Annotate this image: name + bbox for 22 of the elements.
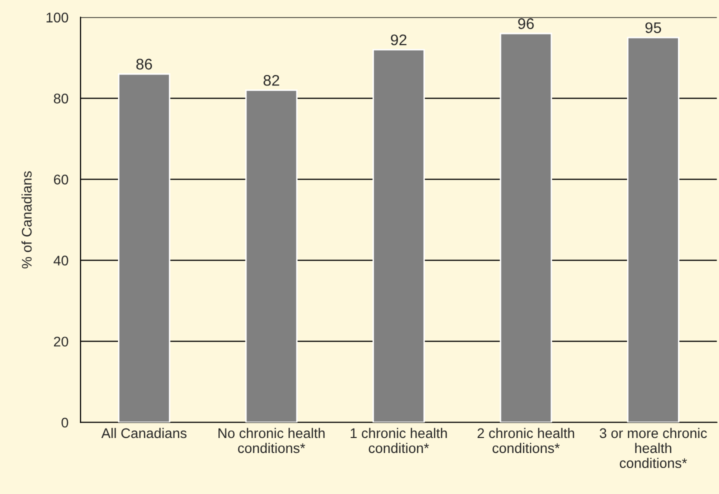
data-label: 92 [390,34,406,46]
x-tick-label: 2 chronic health conditions* [478,428,574,454]
y-tick-label: 40 [54,256,68,266]
y-tick-label: 20 [54,336,68,347]
x-tick-label: 1 chronic health condition* [350,428,447,454]
data-label: 82 [264,74,280,86]
x-tick-label: No chronic health conditions* [218,428,325,454]
bar [372,49,425,422]
x-tick-label: 3 or more chronic health conditions* [600,428,707,468]
x-tick-label: All Canadians [101,428,187,438]
y-tick-label: 100 [46,12,68,22]
data-label: 95 [645,22,662,34]
data-label: 86 [136,58,152,70]
y-tick-label: 80 [54,94,68,104]
y-axis-title: % of Canadians [21,171,32,268]
bar [245,90,298,422]
y-tick-label: 60 [54,174,68,184]
y-tick-label: 0 [62,418,68,428]
bar [118,73,170,422]
bar [500,32,552,422]
bar [627,36,680,422]
data-label: 96 [518,18,534,30]
